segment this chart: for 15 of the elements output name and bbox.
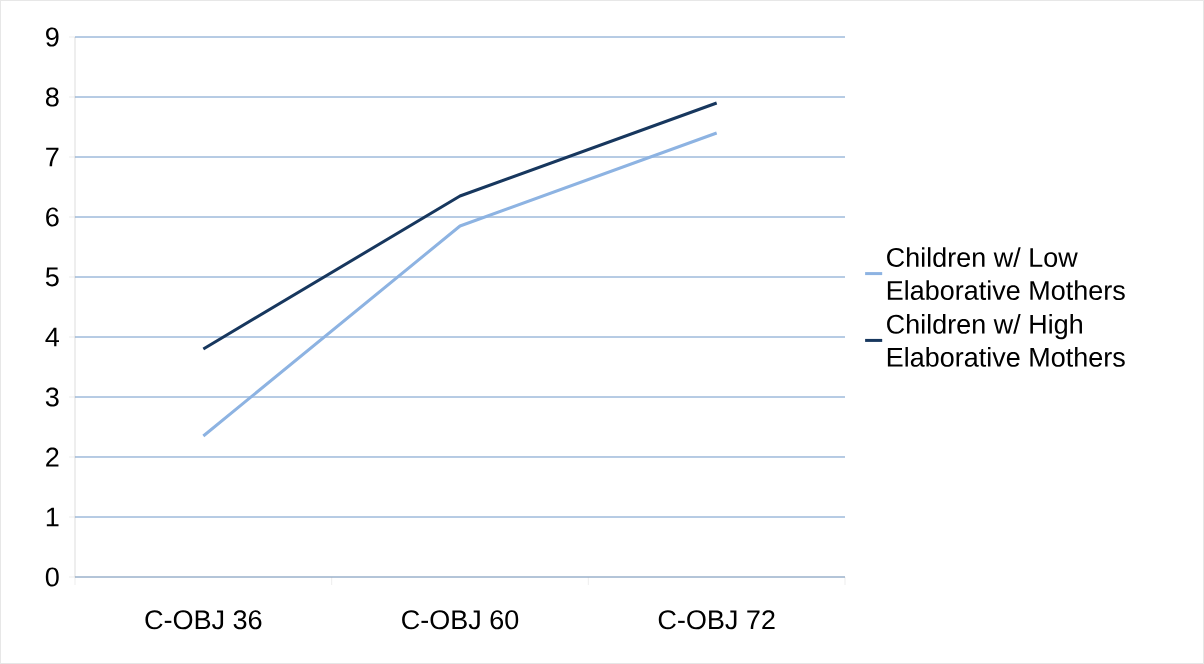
y-tick-label: 4 — [45, 327, 60, 347]
y-tick-label: 3 — [45, 387, 59, 407]
y-tick-label: 8 — [45, 87, 59, 107]
y-tick-label: 7 — [46, 147, 59, 167]
x-tick-label: C-OBJ 60 — [402, 610, 519, 630]
y-tick-label: 0 — [45, 567, 59, 587]
y-tick-label: 6 — [46, 207, 59, 227]
y-tick-label: 9 — [46, 27, 59, 47]
y-tick-label: 2 — [46, 447, 59, 467]
legend-label: Children w/ High Elaborative Mothers — [887, 313, 1125, 367]
x-tick-label: C-OBJ 72 — [658, 610, 775, 630]
y-tick-label: 1 — [46, 507, 59, 527]
x-tick-label: C-OBJ 36 — [145, 610, 262, 630]
y-tick-label: 5 — [45, 267, 59, 287]
legend-label: Children w/ Low Elaborative Mothers — [887, 247, 1125, 301]
